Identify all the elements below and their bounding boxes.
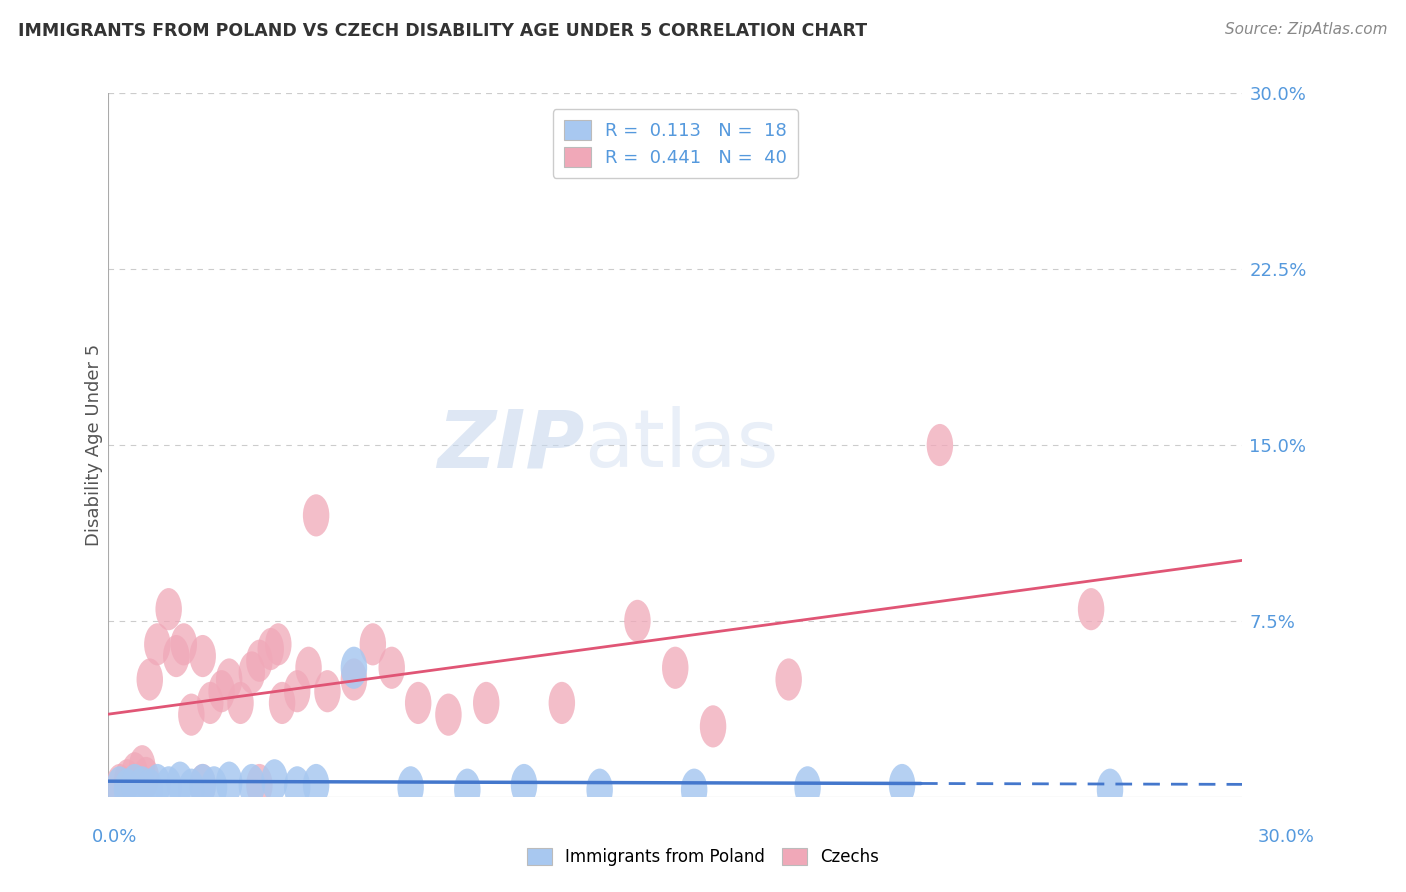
Ellipse shape (190, 764, 217, 806)
Ellipse shape (454, 769, 481, 811)
Ellipse shape (269, 681, 295, 724)
Ellipse shape (246, 640, 273, 681)
Ellipse shape (136, 769, 163, 811)
Ellipse shape (201, 766, 228, 808)
Ellipse shape (436, 694, 461, 736)
Ellipse shape (586, 769, 613, 811)
Y-axis label: Disability Age Under 5: Disability Age Under 5 (86, 344, 103, 546)
Ellipse shape (136, 658, 163, 700)
Ellipse shape (114, 769, 141, 811)
Ellipse shape (190, 635, 217, 677)
Ellipse shape (776, 658, 801, 700)
Ellipse shape (314, 670, 340, 713)
Ellipse shape (143, 624, 170, 665)
Ellipse shape (700, 706, 727, 747)
Ellipse shape (121, 752, 148, 795)
Ellipse shape (398, 766, 423, 808)
Ellipse shape (927, 424, 953, 467)
Ellipse shape (472, 681, 499, 724)
Text: 0.0%: 0.0% (91, 828, 136, 846)
Ellipse shape (228, 681, 253, 724)
Ellipse shape (217, 762, 242, 804)
Text: IMMIGRANTS FROM POLAND VS CZECH DISABILITY AGE UNDER 5 CORRELATION CHART: IMMIGRANTS FROM POLAND VS CZECH DISABILI… (18, 22, 868, 40)
Ellipse shape (681, 769, 707, 811)
Ellipse shape (284, 670, 311, 713)
Ellipse shape (340, 658, 367, 700)
Text: 30.0%: 30.0% (1258, 828, 1315, 846)
Ellipse shape (167, 762, 193, 804)
Ellipse shape (510, 764, 537, 806)
Ellipse shape (143, 764, 170, 806)
Ellipse shape (257, 628, 284, 670)
Ellipse shape (405, 681, 432, 724)
Legend: R =  0.113   N =  18, R =  0.441   N =  40: R = 0.113 N = 18, R = 0.441 N = 40 (553, 110, 797, 178)
Text: ZIP: ZIP (437, 406, 585, 484)
Ellipse shape (190, 764, 217, 806)
Text: atlas: atlas (585, 406, 779, 484)
Ellipse shape (262, 759, 288, 801)
Ellipse shape (340, 647, 367, 689)
Ellipse shape (378, 647, 405, 689)
Ellipse shape (239, 764, 266, 806)
Ellipse shape (107, 764, 132, 806)
Ellipse shape (360, 624, 387, 665)
Ellipse shape (302, 494, 329, 536)
Ellipse shape (197, 681, 224, 724)
Ellipse shape (794, 766, 821, 808)
Ellipse shape (1078, 588, 1104, 631)
Ellipse shape (266, 624, 291, 665)
Ellipse shape (889, 764, 915, 806)
Ellipse shape (624, 599, 651, 642)
Ellipse shape (284, 766, 311, 808)
Legend: Immigrants from Poland, Czechs: Immigrants from Poland, Czechs (520, 841, 886, 873)
Ellipse shape (208, 670, 235, 713)
Ellipse shape (1097, 769, 1123, 811)
Ellipse shape (163, 635, 190, 677)
Ellipse shape (121, 764, 148, 806)
Ellipse shape (662, 647, 689, 689)
Ellipse shape (295, 647, 322, 689)
Ellipse shape (132, 757, 159, 799)
Ellipse shape (129, 745, 156, 788)
Ellipse shape (129, 766, 156, 808)
Ellipse shape (246, 764, 273, 806)
Ellipse shape (156, 588, 181, 631)
Ellipse shape (170, 624, 197, 665)
Ellipse shape (156, 766, 181, 808)
Ellipse shape (107, 766, 132, 808)
Ellipse shape (302, 764, 329, 806)
Ellipse shape (548, 681, 575, 724)
Ellipse shape (114, 759, 141, 801)
Text: Source: ZipAtlas.com: Source: ZipAtlas.com (1225, 22, 1388, 37)
Ellipse shape (239, 651, 266, 694)
Ellipse shape (179, 769, 205, 811)
Ellipse shape (179, 694, 205, 736)
Ellipse shape (217, 658, 242, 700)
